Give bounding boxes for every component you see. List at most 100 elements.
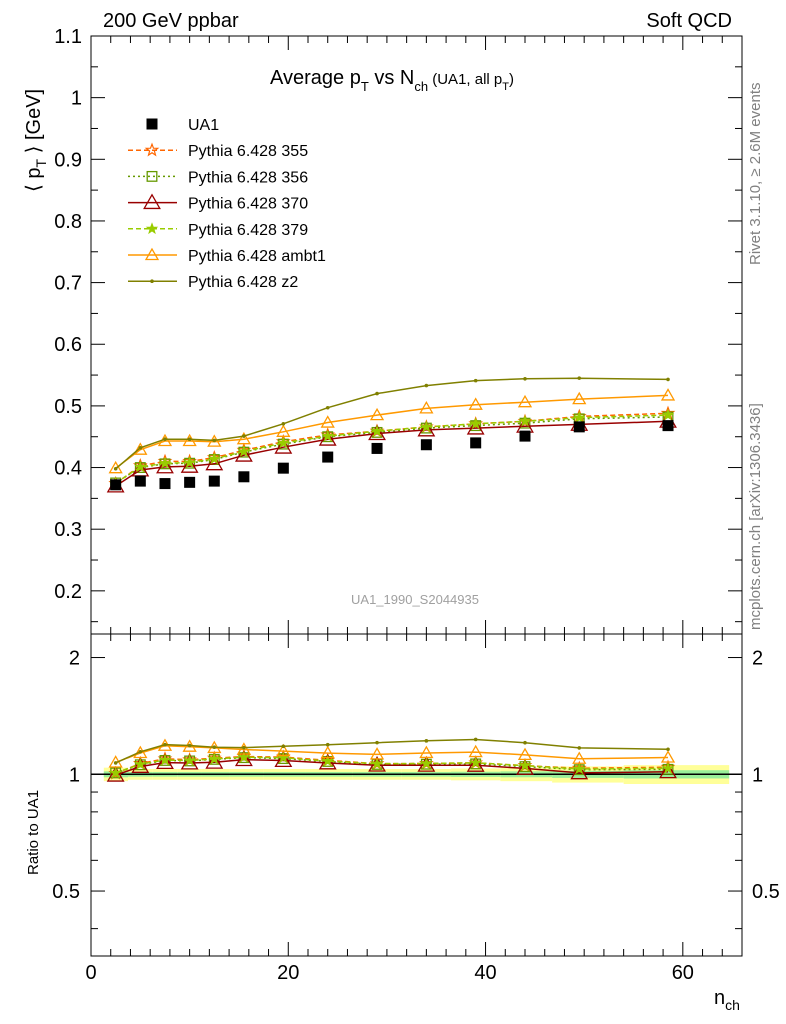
legend-label: Pythia 6.428 ambt1 — [188, 248, 326, 265]
ratio-series-point — [134, 757, 147, 770]
series-point — [518, 414, 532, 427]
legend-marker — [145, 222, 159, 235]
series-point — [187, 437, 192, 441]
series-point — [320, 415, 335, 428]
legend-item: Pythia 6.428 370 — [128, 193, 308, 213]
ratio-series-point — [516, 759, 534, 775]
legend-marker — [146, 118, 158, 130]
ratio-series-point — [277, 751, 290, 764]
ratio-y-tick-label: 2 — [69, 648, 80, 670]
ratio-series-line — [115, 756, 669, 774]
legend-label: Pythia 6.428 356 — [188, 169, 308, 186]
data-point — [662, 420, 674, 432]
series-point — [573, 411, 586, 423]
ratio-series-point — [183, 753, 196, 766]
data-point — [110, 479, 122, 491]
series-point — [163, 437, 167, 441]
legend-item: Pythia 6.428 ambt1 — [128, 247, 326, 265]
legend-label: Pythia 6.428 z2 — [188, 274, 298, 291]
ratio-series-point — [523, 740, 527, 745]
series-0-group — [108, 405, 676, 490]
ratio-series-point — [138, 749, 143, 754]
y-tick-label: 0.4 — [54, 458, 82, 480]
rivet-label: Rivet 3.1.10, ≥ 2.6M events — [747, 83, 764, 266]
ratio-series-point — [274, 751, 293, 768]
series-point — [234, 446, 253, 462]
series-point — [523, 376, 527, 381]
ratio-series-point — [370, 757, 384, 770]
series-point — [321, 429, 334, 442]
ratio-series-point — [113, 761, 118, 765]
x-tick-label: 60 — [672, 962, 694, 984]
series-point — [205, 454, 224, 471]
ratio-plot-frame — [90, 633, 743, 957]
series-point — [276, 424, 291, 437]
series-point — [318, 430, 337, 446]
y-tick-label: 0.8 — [54, 211, 82, 233]
ratio-series-point — [659, 762, 677, 779]
analysis-watermark: UA1_1990_S2044935 — [351, 592, 479, 607]
legend-label: UA1 — [188, 117, 219, 134]
series-point — [572, 391, 587, 405]
ratio-series-point — [375, 740, 379, 745]
series-point — [212, 438, 217, 443]
series-point — [274, 438, 293, 454]
ratio-series-point — [109, 766, 122, 779]
ratio-series-point — [187, 743, 192, 748]
legend-item: Pythia 6.428 356 — [128, 169, 308, 186]
ratio-series-point — [106, 766, 125, 782]
data-point — [134, 475, 146, 487]
series-point — [420, 420, 433, 433]
x-tick-label: 20 — [277, 962, 299, 984]
ratio-y-tick-label-right: 1 — [752, 764, 763, 786]
ratio-series-point — [468, 744, 483, 758]
ratio-series-point — [131, 757, 150, 773]
axes-ticks: 0.2 0.3 0.4 0.5 0.6 0.7 0.8 0.9 1 1.1 0 20 40 60 0.5 0.… — [52, 26, 780, 984]
series-point — [468, 397, 483, 410]
series-point — [370, 424, 384, 437]
ratio-series-line — [115, 738, 669, 764]
y-tick-label: 1.1 — [54, 26, 82, 48]
ratio-series-point — [236, 742, 252, 755]
series-line — [115, 377, 669, 470]
y-tick-label: 0.3 — [54, 519, 82, 541]
data-point — [420, 439, 432, 451]
legend-item: UA1 — [146, 117, 219, 134]
ratio-series-point — [424, 739, 429, 743]
ratio-series-point — [518, 759, 532, 771]
ratio-series-point — [180, 753, 199, 770]
main-plot-layer — [106, 376, 677, 493]
ratio-series-point — [572, 751, 587, 764]
data-point — [470, 437, 482, 449]
data-point — [519, 430, 531, 442]
data-point — [208, 475, 220, 487]
ratio-series-4-group — [108, 738, 676, 768]
ratio-series-point — [281, 744, 286, 749]
series-point — [424, 383, 429, 388]
ratio-y-tick-label-right: 2 — [752, 648, 763, 670]
series-point — [236, 431, 252, 445]
ratio-series-point — [661, 761, 675, 774]
ratio-series-point — [517, 747, 533, 761]
ratio-series-point — [466, 756, 485, 772]
ratio-plot-layer — [91, 737, 742, 784]
data-point — [159, 478, 171, 490]
series-point — [469, 417, 482, 430]
series-point — [473, 378, 478, 383]
series-point — [660, 388, 676, 401]
ratio-series-point — [237, 750, 251, 763]
mcplots-label: mcplots.cern.ch [arXiv:1306.3436] — [747, 403, 764, 630]
ratio-series-point — [133, 745, 148, 759]
series-point — [661, 408, 675, 421]
legend-item: Pythia 6.428 355 — [128, 142, 308, 160]
series-point — [182, 433, 197, 447]
series-point — [113, 466, 118, 471]
ratio-series-point — [158, 753, 172, 766]
series-point — [517, 394, 533, 408]
ratio-series-5-group — [113, 737, 670, 765]
ratio-series-point — [320, 745, 335, 759]
series-point — [325, 405, 330, 410]
x-tick-label: 40 — [474, 962, 496, 984]
series-point — [108, 460, 123, 474]
